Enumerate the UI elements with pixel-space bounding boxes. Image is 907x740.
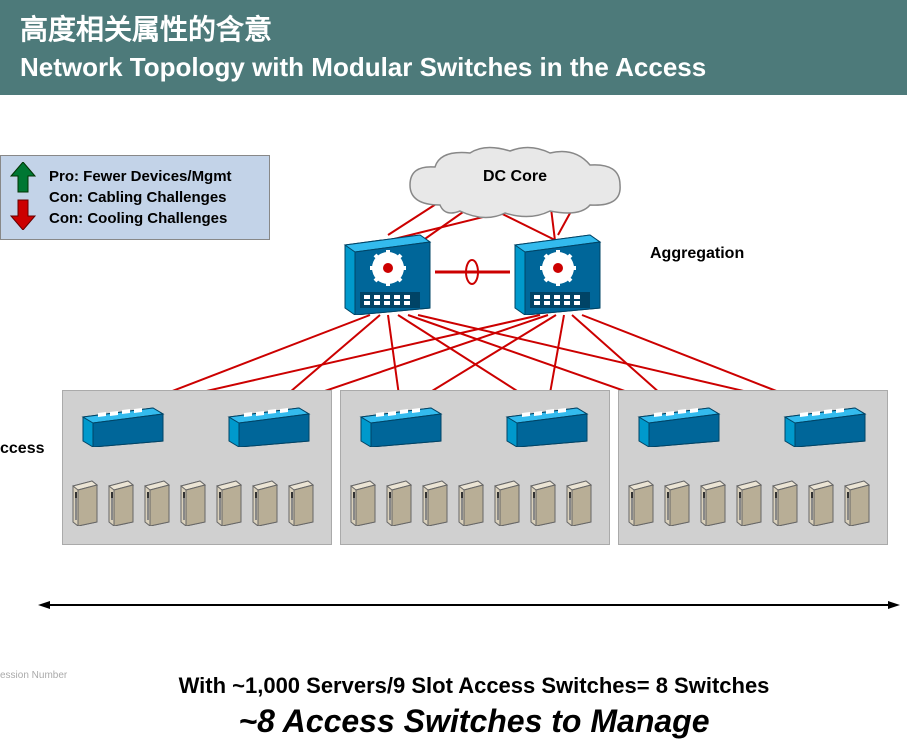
server [806,478,836,526]
header-bar: 高度相关属性的含意 Network Topology with Modular … [0,0,907,95]
access-switch [356,405,446,447]
server [250,478,280,526]
access-switch [224,405,314,447]
server [492,478,522,526]
server [662,478,692,526]
server [178,478,208,526]
agg-switch [340,230,435,315]
server [626,478,656,526]
bottom-line2: ~8 Access Switches to Manage [44,703,904,740]
server [698,478,728,526]
network-diagram: DC Core Aggregation ccess [0,120,907,560]
dc-core-label: DC Core [470,168,560,186]
server [528,478,558,526]
access-switch [78,405,168,447]
server [106,478,136,526]
server [842,478,872,526]
agg-switch [510,230,605,315]
server [734,478,764,526]
access-switch [502,405,592,447]
double-arrow-line [38,601,900,609]
aggregation-label: Aggregation [650,245,744,263]
access-switch [634,405,724,447]
bottom-line1: With ~1,000 Servers/9 Slot Access Switch… [44,673,904,699]
server [770,478,800,526]
server [384,478,414,526]
session-number: ession Number [0,670,67,681]
server [142,478,172,526]
server [214,478,244,526]
access-switch [780,405,870,447]
server [286,478,316,526]
server [456,478,486,526]
server [348,478,378,526]
server [420,478,450,526]
chinese-title: 高度相关属性的含意 [20,8,887,48]
access-label: ccess [0,440,45,458]
server [564,478,594,526]
server [70,478,100,526]
english-title: Network Topology with Modular Switches i… [20,52,887,83]
